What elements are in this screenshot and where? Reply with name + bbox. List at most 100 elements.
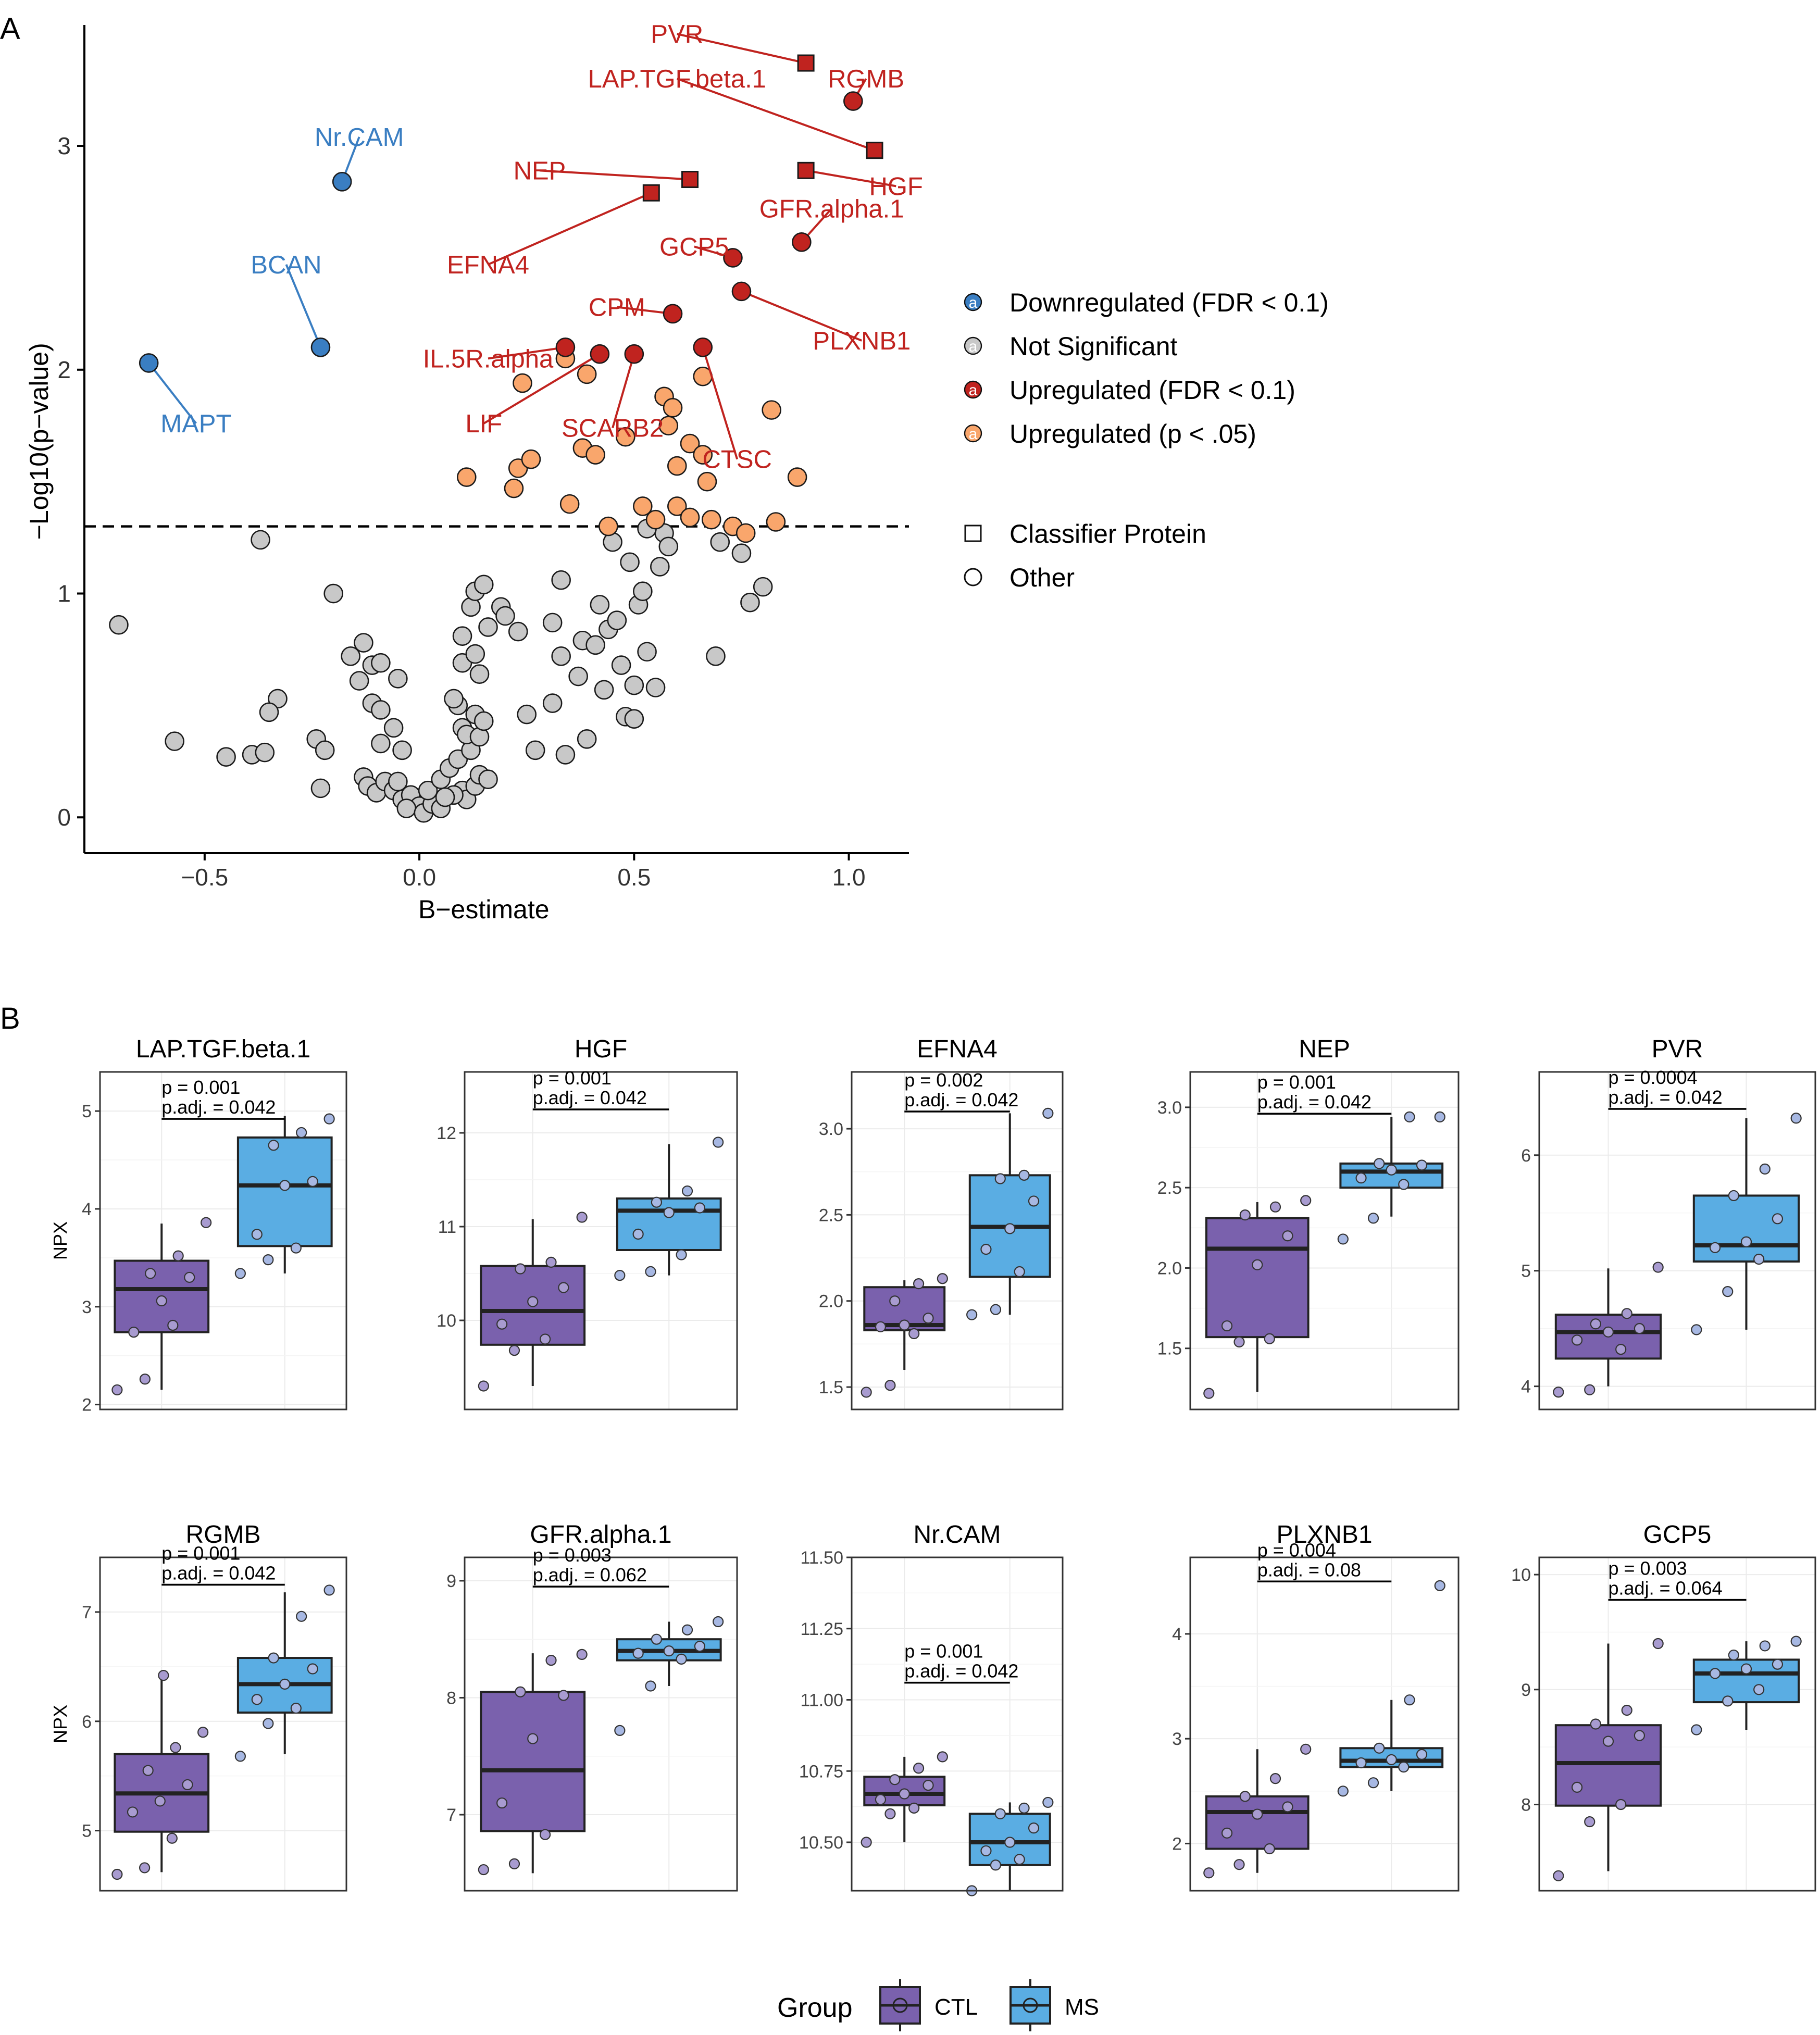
data-point (341, 646, 360, 666)
jitter-point (127, 1806, 139, 1818)
point-label: LAP.TGF.beta.1 (588, 65, 766, 93)
classifier-protein-marker (866, 142, 883, 159)
legend-key-glyph: a (969, 294, 978, 311)
data-point (388, 771, 408, 792)
point-label: HGF (869, 172, 923, 201)
classifier-protein-marker (681, 171, 699, 189)
jitter-point (1404, 1694, 1415, 1706)
panel-border (99, 1556, 347, 1892)
jitter-point (645, 1266, 656, 1277)
jitter-point (1634, 1730, 1646, 1741)
jitter-point (980, 1845, 992, 1857)
jitter-point (263, 1254, 274, 1266)
jitter-point (1615, 1344, 1627, 1355)
y-tick-label: 3 (1172, 1729, 1182, 1749)
labeled-data-point (332, 172, 352, 192)
jitter-point (307, 1663, 318, 1675)
y-tick-label: 4 (1172, 1625, 1182, 1644)
jitter-point (861, 1837, 872, 1848)
jitter-point (1337, 1233, 1349, 1245)
y-tick-label: 11 (438, 1217, 456, 1237)
y-tick-label: 11.00 (800, 1691, 843, 1711)
jitter-point (681, 1185, 693, 1197)
y-tick-label: 7 (446, 1805, 456, 1825)
labeled-data-point (624, 344, 644, 364)
jitter-point (1571, 1781, 1583, 1793)
jitter-point (1018, 1802, 1030, 1814)
legend-label: Upregulated (FDR < 0.1) (1009, 376, 1295, 405)
legend-title: Group (777, 1993, 853, 2023)
jitter-point (1386, 1164, 1397, 1176)
jitter-point (990, 1859, 1002, 1871)
jitter-point (1269, 1201, 1281, 1213)
data-point (383, 718, 404, 738)
data-point (551, 570, 571, 590)
point-label: PLXNB1 (813, 327, 911, 355)
data-point (521, 449, 541, 469)
jitter-point (527, 1296, 539, 1307)
jitter-point (1709, 1668, 1721, 1679)
jitter-point (268, 1140, 279, 1151)
jitter-point (307, 1176, 318, 1187)
label-leader-line (677, 78, 875, 152)
jitter-point (651, 1633, 663, 1645)
point-label: Nr.CAM (315, 123, 404, 152)
jitter-point (154, 1795, 166, 1807)
jitter-point (663, 1207, 675, 1218)
jitter-point (1018, 1169, 1030, 1181)
jitter-point (508, 1858, 520, 1869)
data-point (753, 577, 773, 597)
jitter-point (166, 1832, 178, 1844)
legend-key-circle (964, 336, 982, 355)
jitter-point (172, 1250, 184, 1262)
jitter-point (884, 1380, 896, 1391)
data-point (555, 745, 576, 765)
jitter-point (980, 1243, 992, 1255)
jitter-point (515, 1686, 526, 1697)
p-value-label: p = 0.003 (533, 1544, 612, 1566)
data-point (710, 532, 730, 552)
box-plot-title: RGMB (186, 1521, 261, 1549)
jitter-point (1759, 1640, 1771, 1652)
jitter-point (1753, 1253, 1765, 1265)
y-tick-label: 5 (1521, 1262, 1531, 1281)
y-tick-label: 1.5 (819, 1378, 843, 1397)
jitter-point (1042, 1796, 1054, 1808)
point-label: BCAN (251, 251, 321, 279)
adjusted-p-value-label: p.adj. = 0.08 (1257, 1559, 1361, 1580)
jitter-point (663, 1645, 675, 1657)
y-tick-label: 2.0 (819, 1292, 843, 1312)
data-point (469, 664, 490, 684)
point-label: SCARB2 (562, 415, 664, 443)
y-tick-label: 4 (82, 1200, 92, 1219)
jitter-point (1367, 1213, 1379, 1224)
jitter-point (290, 1702, 302, 1714)
jitter-point (170, 1742, 181, 1753)
jitter-point (966, 1309, 978, 1320)
jitter-point (1042, 1107, 1054, 1119)
jitter-point (234, 1751, 246, 1762)
data-point (517, 704, 537, 725)
jitter-point (713, 1137, 724, 1148)
classifier-protein-marker (797, 54, 815, 72)
adjusted-p-value-label: p.adj. = 0.042 (161, 1096, 276, 1118)
data-point (310, 778, 331, 798)
data-point (456, 467, 477, 487)
jitter-point (279, 1678, 291, 1690)
panel-border (99, 1071, 347, 1410)
jitter-point (1416, 1159, 1428, 1171)
legend-key-circle (964, 293, 982, 311)
jitter-point (201, 1217, 212, 1228)
jitter-point (1300, 1743, 1312, 1755)
y-tick-label: 4 (1521, 1377, 1531, 1397)
jitter-point (645, 1680, 656, 1692)
jitter-point (1553, 1870, 1564, 1881)
jitter-point (1355, 1757, 1367, 1769)
p-value-label: p = 0.0004 (1609, 1067, 1698, 1088)
jitter-point (545, 1256, 557, 1268)
